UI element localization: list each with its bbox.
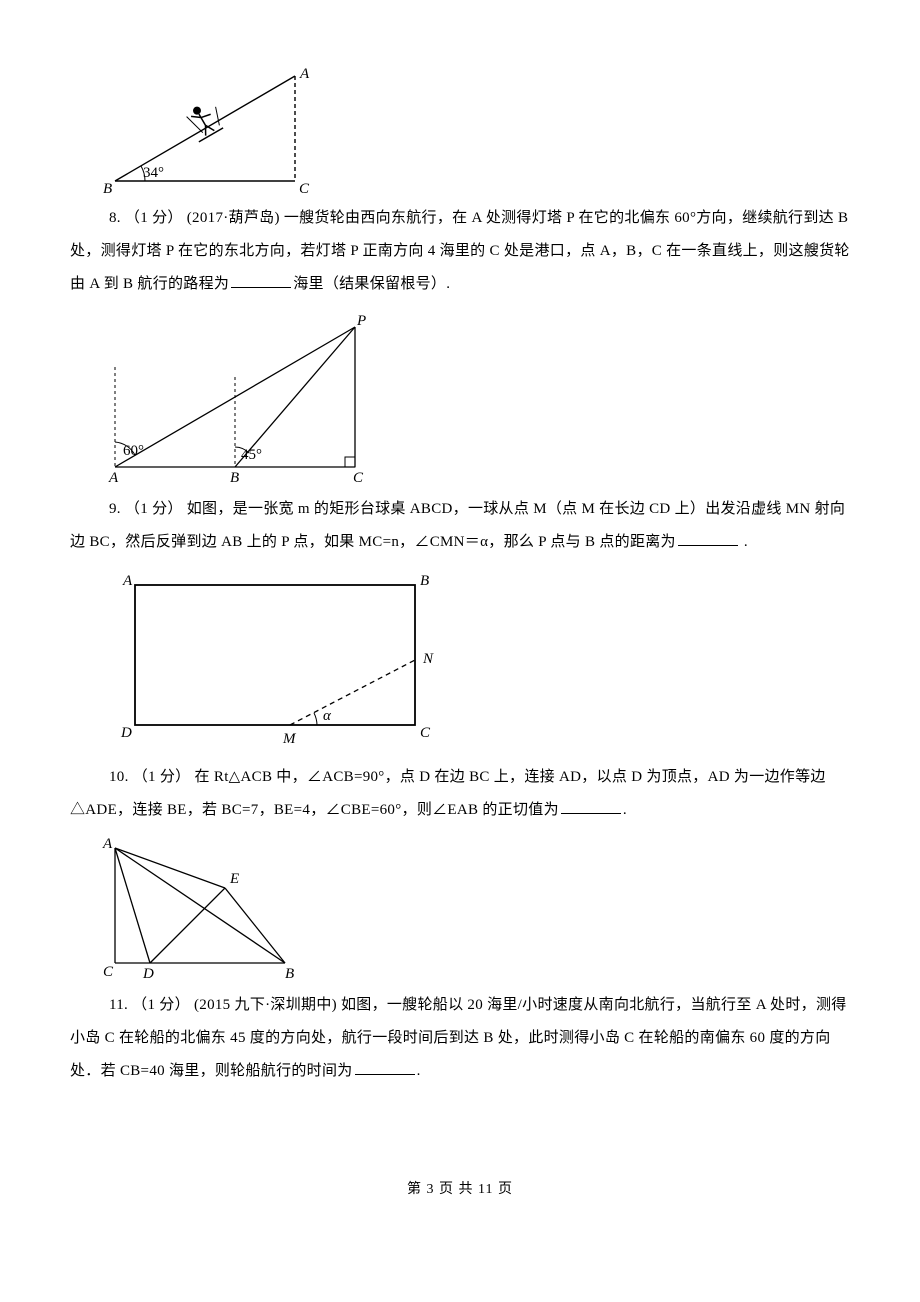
q8-unit: 海里（结果保留根号）. xyxy=(293,276,450,292)
label-B: B xyxy=(230,470,239,486)
figure-q10: A C D B E xyxy=(95,833,850,983)
label-A: A xyxy=(102,836,113,852)
q8-blank xyxy=(231,274,291,289)
label-B: B xyxy=(103,181,112,196)
label-A: A xyxy=(122,573,133,589)
q11-points: （1 分） xyxy=(132,997,190,1013)
figure-q7: A B C 34° xyxy=(95,66,850,196)
page-footer: 第 3 页 共 11 页 xyxy=(70,1178,850,1198)
footer-text: 第 3 页 共 11 页 xyxy=(407,1182,513,1197)
label-D: D xyxy=(142,966,154,982)
label-alpha: α xyxy=(323,708,332,724)
question-8: 8. （1 分） (2017·葫芦岛) 一艘货轮由西向东航行，在 A 处测得灯塔… xyxy=(70,202,850,301)
label-N: N xyxy=(422,651,434,667)
label-M: M xyxy=(282,731,297,747)
label-45: 45° xyxy=(241,447,262,463)
label-C: C xyxy=(299,181,310,196)
q8-points: （1 分） xyxy=(125,210,183,226)
label-B: B xyxy=(285,966,294,982)
q9-blank xyxy=(678,532,738,547)
q11-number: 11. xyxy=(109,997,128,1013)
q10-blank xyxy=(561,800,621,815)
q11-blank xyxy=(355,1061,415,1076)
label-D: D xyxy=(120,725,132,741)
question-9: 9. （1 分） 如图，是一张宽 m 的矩形台球桌 ABCD，一球从点 M（点 … xyxy=(70,493,850,559)
label-A: A xyxy=(108,470,119,486)
q10-points: （1 分） xyxy=(133,769,191,785)
question-10: 10. （1 分） 在 Rt△ACB 中，∠ACB=90°，点 D 在边 BC … xyxy=(70,761,850,827)
q9-points: （1 分） xyxy=(125,501,183,517)
label-angle34: 34° xyxy=(143,165,164,181)
figure-q9: A B C D M N α xyxy=(95,565,850,755)
q9-number: 9. xyxy=(109,501,121,517)
label-B: B xyxy=(420,573,429,589)
figure-q8: A B C P 60° 45° xyxy=(95,307,850,487)
q8-number: 8. xyxy=(109,210,121,226)
label-60: 60° xyxy=(123,443,144,459)
q9-tail: . xyxy=(740,534,748,550)
label-P: P xyxy=(356,313,366,329)
q10-number: 10. xyxy=(109,769,129,785)
q11-tail: . xyxy=(417,1063,421,1079)
label-A: A xyxy=(299,66,310,82)
q11-source: (2015 九下·深圳期中) xyxy=(194,997,337,1013)
question-11: 11. （1 分） (2015 九下·深圳期中) 如图，一艘轮船以 20 海里/… xyxy=(70,989,850,1088)
label-C: C xyxy=(353,470,364,486)
q8-source: (2017·葫芦岛) xyxy=(187,210,280,226)
label-E: E xyxy=(229,871,239,887)
label-C: C xyxy=(103,964,114,980)
q10-tail: . xyxy=(623,802,627,818)
label-C: C xyxy=(420,725,431,741)
